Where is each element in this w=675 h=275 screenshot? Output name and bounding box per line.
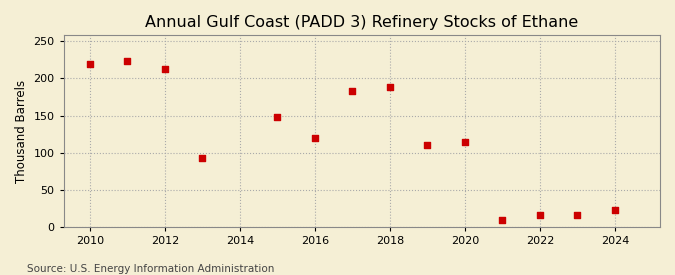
Point <box>347 89 358 93</box>
Point <box>385 84 396 89</box>
Point <box>460 139 470 144</box>
Point <box>572 213 583 218</box>
Point <box>159 67 170 71</box>
Point <box>497 218 508 222</box>
Point <box>122 59 133 64</box>
Point <box>610 208 620 212</box>
Point <box>422 142 433 147</box>
Point <box>197 156 208 160</box>
Text: Source: U.S. Energy Information Administration: Source: U.S. Energy Information Administ… <box>27 264 274 274</box>
Point <box>84 61 95 66</box>
Point <box>272 115 283 119</box>
Y-axis label: Thousand Barrels: Thousand Barrels <box>15 80 28 183</box>
Point <box>535 212 545 217</box>
Title: Annual Gulf Coast (PADD 3) Refinery Stocks of Ethane: Annual Gulf Coast (PADD 3) Refinery Stoc… <box>145 15 578 30</box>
Point <box>310 136 321 140</box>
